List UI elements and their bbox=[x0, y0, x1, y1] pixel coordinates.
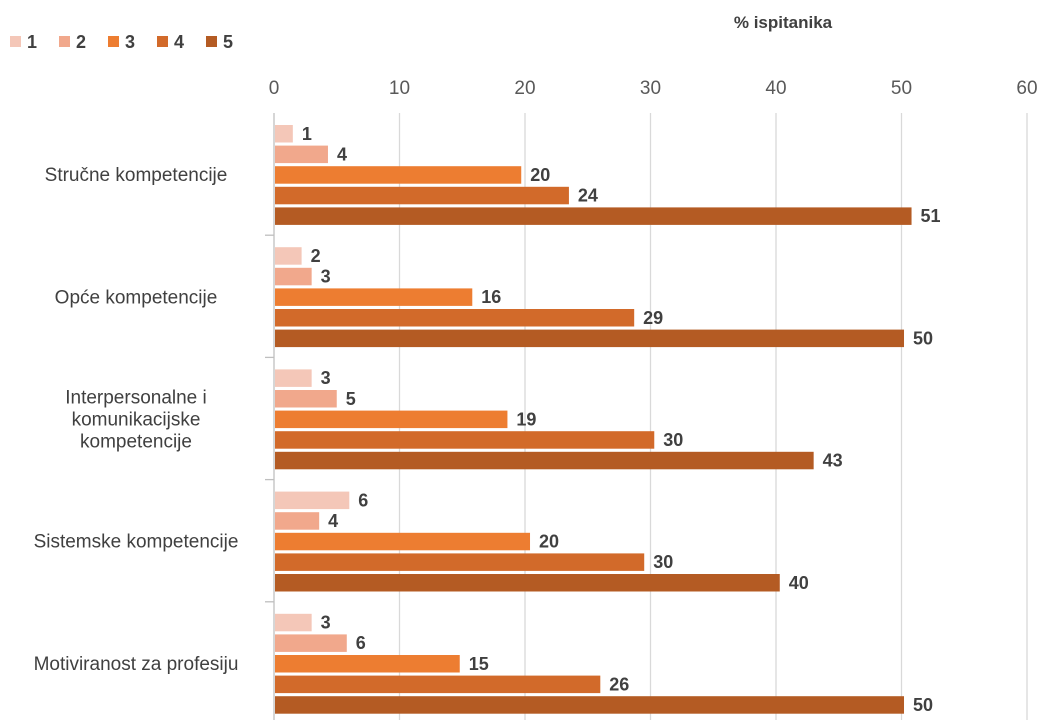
legend-label-3: 3 bbox=[125, 32, 135, 52]
data-label-series-4: 26 bbox=[609, 674, 629, 694]
x-axis-ticks: 0 10 20 30 40 50 60 bbox=[269, 78, 1038, 99]
bar-series-1 bbox=[275, 491, 350, 510]
category-label: Stručne kompetencije bbox=[45, 165, 228, 186]
legend-swatch-5 bbox=[206, 36, 217, 47]
bar-series-2 bbox=[275, 512, 320, 530]
data-label-series-3: 16 bbox=[481, 287, 501, 307]
data-label-series-2: 4 bbox=[337, 144, 347, 164]
data-label-series-2: 5 bbox=[346, 389, 356, 409]
x-tick-40: 40 bbox=[765, 78, 786, 99]
category-label: Motiviranost za profesiju bbox=[34, 654, 239, 675]
bar-series-1 bbox=[275, 369, 312, 387]
bar-series-3 bbox=[275, 166, 522, 184]
category-labels: Stručne kompetencije Opće kompetencije Int… bbox=[34, 165, 239, 675]
data-label-series-5: 50 bbox=[913, 695, 933, 715]
category-label-line: komunikacijske bbox=[72, 410, 201, 431]
data-label-series-4: 24 bbox=[578, 186, 598, 206]
bar-series-4 bbox=[275, 553, 645, 571]
data-label-series-4: 29 bbox=[643, 308, 663, 328]
legend-swatch-2 bbox=[59, 36, 70, 47]
bar-series-3 bbox=[275, 288, 473, 306]
bar-series-1 bbox=[275, 125, 293, 143]
bar-series-5 bbox=[275, 329, 905, 348]
data-label-series-2: 4 bbox=[328, 511, 338, 531]
category-label: Sistemske kompetencije bbox=[34, 532, 239, 553]
legend-swatch-1 bbox=[10, 36, 21, 47]
legend-swatch-3 bbox=[108, 36, 119, 47]
bar-series-5 bbox=[275, 696, 905, 714]
data-label-series-1: 3 bbox=[321, 613, 331, 633]
data-label-series-3: 15 bbox=[469, 654, 489, 674]
bar-series-5 bbox=[275, 207, 912, 225]
data-label-series-3: 20 bbox=[530, 165, 550, 185]
category-label: Opće kompetencije bbox=[55, 287, 218, 308]
data-label-series-5: 51 bbox=[921, 206, 941, 226]
x-tick-50: 50 bbox=[891, 78, 912, 99]
bar-series-3 bbox=[275, 655, 460, 673]
data-label-series-1: 2 bbox=[311, 246, 321, 266]
category-label-line: kompetencije bbox=[80, 432, 192, 453]
legend-label-5: 5 bbox=[223, 32, 233, 52]
data-label-series-3: 20 bbox=[539, 532, 559, 552]
data-label-series-2: 3 bbox=[321, 267, 331, 287]
bar-series-3 bbox=[275, 532, 531, 551]
data-label-series-1: 3 bbox=[321, 368, 331, 388]
bar-series-3 bbox=[275, 410, 508, 429]
data-label-series-5: 43 bbox=[823, 451, 843, 471]
bar-series-2 bbox=[275, 634, 347, 652]
category-label-line: Motiviranost za profesiju bbox=[34, 654, 239, 675]
x-tick-10: 10 bbox=[389, 78, 410, 99]
data-label-series-2: 6 bbox=[356, 633, 366, 653]
data-label-series-3: 19 bbox=[516, 409, 536, 429]
x-tick-60: 60 bbox=[1016, 78, 1037, 99]
legend-label-1: 1 bbox=[27, 32, 37, 52]
bar-series-5 bbox=[275, 451, 814, 470]
data-label-series-1: 6 bbox=[358, 490, 368, 510]
category-label-line: Stručne kompetencije bbox=[45, 165, 228, 186]
axis-title: % ispitanika bbox=[734, 13, 833, 32]
bar-series-1 bbox=[275, 247, 302, 265]
bar-series-4 bbox=[275, 431, 655, 449]
bar-series-5 bbox=[275, 574, 780, 592]
category-label-line: Interpersonalne i bbox=[65, 388, 207, 409]
legend-label-2: 2 bbox=[76, 32, 86, 52]
data-label-series-5: 50 bbox=[913, 328, 933, 348]
category-label-line: Opće kompetencije bbox=[55, 287, 218, 308]
x-tick-20: 20 bbox=[514, 78, 535, 99]
data-label-series-1: 1 bbox=[302, 124, 312, 144]
data-label-series-4: 30 bbox=[653, 552, 673, 572]
x-tick-0: 0 bbox=[269, 78, 280, 99]
category-label-line: Sistemske kompetencije bbox=[34, 532, 239, 553]
legend-label-4: 4 bbox=[174, 32, 184, 52]
x-tick-30: 30 bbox=[640, 78, 661, 99]
bar-series-4 bbox=[275, 675, 601, 694]
bar-series-2 bbox=[275, 390, 337, 408]
legend: 1 2 3 4 5 bbox=[10, 32, 233, 52]
category-label: Interpersonalne i komunikacijske kompetenc… bbox=[65, 388, 207, 453]
bar-series-1 bbox=[275, 613, 312, 632]
bar-series-4 bbox=[275, 186, 569, 205]
legend-swatch-4 bbox=[157, 36, 168, 47]
bar-series-4 bbox=[275, 309, 635, 327]
data-label-series-5: 40 bbox=[789, 573, 809, 593]
bar-series-2 bbox=[275, 267, 312, 286]
bar-series-2 bbox=[275, 145, 328, 164]
data-label-series-4: 30 bbox=[663, 430, 683, 450]
